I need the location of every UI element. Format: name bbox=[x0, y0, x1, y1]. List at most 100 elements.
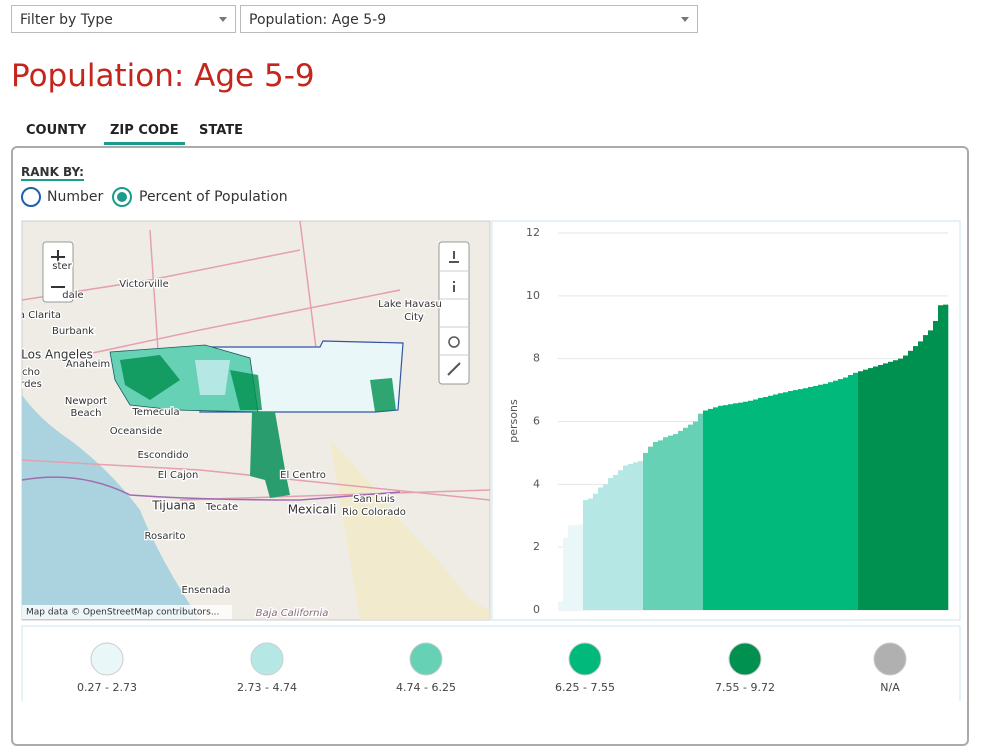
legend-swatch bbox=[250, 642, 284, 676]
map-label: El Centro bbox=[280, 470, 326, 481]
map-label: Mexicali bbox=[288, 503, 337, 517]
map-label: Temecula bbox=[131, 407, 179, 418]
map-label: Burbank bbox=[52, 326, 94, 337]
page-title: Population: Age 5-9 bbox=[11, 58, 315, 94]
map-label: Tijuana bbox=[151, 499, 196, 513]
bar bbox=[913, 346, 919, 610]
bar bbox=[798, 389, 804, 610]
legend-swatch bbox=[728, 642, 762, 676]
bar bbox=[688, 424, 694, 610]
bar bbox=[763, 396, 769, 610]
legend-swatch bbox=[873, 642, 907, 676]
bar bbox=[828, 382, 834, 610]
bar bbox=[923, 335, 929, 610]
bar bbox=[878, 364, 884, 610]
bar bbox=[838, 379, 844, 610]
bar bbox=[833, 380, 839, 610]
bar bbox=[823, 383, 829, 610]
bar bbox=[753, 399, 759, 610]
legend-label: 2.73 - 4.74 bbox=[237, 681, 297, 694]
bar bbox=[873, 366, 879, 610]
bar bbox=[578, 524, 584, 610]
map-label: Victorville bbox=[119, 279, 168, 290]
bar bbox=[758, 397, 764, 610]
map-label: San Luis bbox=[353, 494, 395, 505]
rank-by-label: RANK BY: bbox=[21, 165, 84, 181]
legend-swatch bbox=[90, 642, 124, 676]
bar bbox=[723, 405, 729, 610]
map-label: Newport bbox=[65, 396, 107, 407]
bar bbox=[678, 430, 684, 610]
map-label: Lake Havasu bbox=[378, 299, 442, 310]
bar bbox=[783, 392, 789, 610]
tab[interactable]: COUNTY bbox=[26, 123, 87, 138]
roads bbox=[21, 220, 491, 501]
y-tick-label: 10 bbox=[526, 289, 540, 302]
map-label: Rosarito bbox=[145, 531, 186, 542]
measure-select[interactable]: Population: Age 5-9 bbox=[240, 5, 698, 33]
tab-active[interactable]: ZIP CODE bbox=[104, 123, 185, 145]
bar bbox=[588, 498, 594, 610]
y-tick-label: 8 bbox=[533, 352, 540, 365]
bar bbox=[708, 408, 714, 610]
y-tick-label: 4 bbox=[533, 477, 540, 490]
map-label: Rio Colorado bbox=[342, 507, 406, 518]
radio-selected[interactable] bbox=[112, 187, 132, 207]
bar bbox=[693, 421, 699, 610]
map-label: City bbox=[404, 312, 424, 323]
bar bbox=[583, 500, 589, 610]
y-tick-label: 0 bbox=[533, 603, 540, 616]
bar bbox=[853, 372, 859, 610]
attribution-bg bbox=[22, 605, 232, 619]
bar bbox=[653, 441, 659, 610]
tab[interactable]: STATE bbox=[199, 123, 244, 138]
bar bbox=[613, 474, 619, 610]
border bbox=[21, 476, 401, 501]
y-tick-label: 6 bbox=[533, 415, 540, 428]
map-label: Beach bbox=[71, 408, 102, 419]
y-tick-label: 2 bbox=[533, 540, 540, 553]
map bbox=[21, 220, 491, 621]
legend-label: 7.55 - 9.72 bbox=[715, 681, 775, 694]
bar bbox=[748, 400, 754, 610]
bar bbox=[648, 446, 654, 610]
bar bbox=[843, 377, 849, 610]
bar bbox=[928, 330, 934, 610]
map-label: Anaheim bbox=[66, 359, 110, 370]
legend-label: 6.25 - 7.55 bbox=[555, 681, 615, 694]
map-tools[interactable] bbox=[438, 241, 470, 385]
map-label: Tecate bbox=[205, 502, 238, 513]
bar bbox=[818, 384, 824, 610]
bar bbox=[573, 525, 579, 610]
bar bbox=[663, 437, 669, 610]
bar bbox=[703, 410, 709, 610]
bar bbox=[628, 463, 634, 610]
map-label: Escondido bbox=[137, 450, 188, 461]
bar bbox=[658, 440, 664, 610]
bar bbox=[848, 375, 854, 610]
map-label: cho bbox=[22, 367, 40, 378]
map-label: Los Angeles bbox=[21, 348, 93, 362]
zip-areas bbox=[120, 355, 396, 412]
page: Filter by Type Population: Age 5-9 Popul… bbox=[11, 5, 969, 746]
legend-swatch bbox=[568, 642, 602, 676]
legend-label: N/A bbox=[880, 681, 900, 694]
radio-label[interactable]: Number bbox=[47, 189, 104, 205]
bar bbox=[778, 393, 784, 610]
radio[interactable] bbox=[21, 187, 41, 207]
bar bbox=[918, 341, 924, 610]
zoom[interactable] bbox=[42, 241, 74, 303]
bar bbox=[698, 413, 704, 610]
bar bbox=[943, 304, 949, 610]
zip-south bbox=[250, 412, 290, 498]
type-filter[interactable]: Filter by Type bbox=[11, 5, 236, 33]
map-label: rdes bbox=[20, 379, 42, 390]
bar bbox=[768, 395, 774, 610]
radio-label[interactable]: Percent of Population bbox=[139, 189, 288, 205]
bar bbox=[888, 361, 894, 610]
bar bbox=[673, 434, 679, 610]
content: persons ster dale Victorville a Clarita Burb… bbox=[20, 220, 961, 701]
bar bbox=[568, 525, 574, 610]
map-label: Ensenada bbox=[182, 585, 231, 596]
map-label: ster bbox=[52, 261, 72, 272]
